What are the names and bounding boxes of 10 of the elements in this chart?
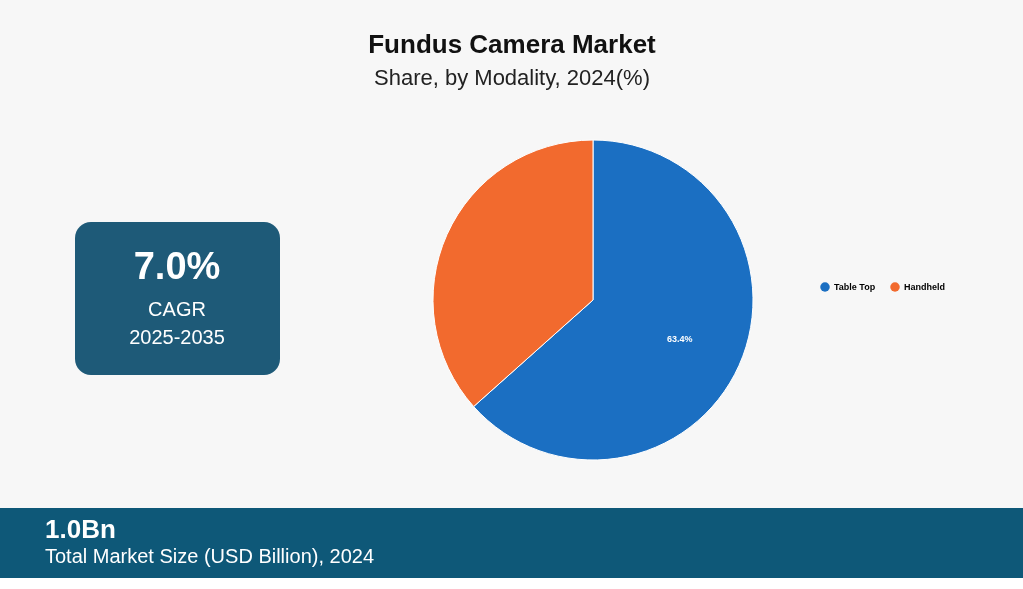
chart-title: Fundus Camera Market	[368, 29, 657, 59]
text: CAGR	[148, 298, 206, 320]
legend-label: Handheld	[904, 282, 946, 292]
data-label: 63.4%	[666, 333, 693, 344]
text: 1.0Bn	[45, 514, 116, 544]
text: 7.0%	[133, 245, 221, 287]
chart-subtitle: Share, by Modality, 2024(%)	[374, 65, 650, 90]
text: 2025-2035	[129, 326, 225, 348]
text: Total Market Size (USD Billion), 2024	[45, 545, 375, 567]
legend-label: Table Top	[834, 282, 876, 292]
